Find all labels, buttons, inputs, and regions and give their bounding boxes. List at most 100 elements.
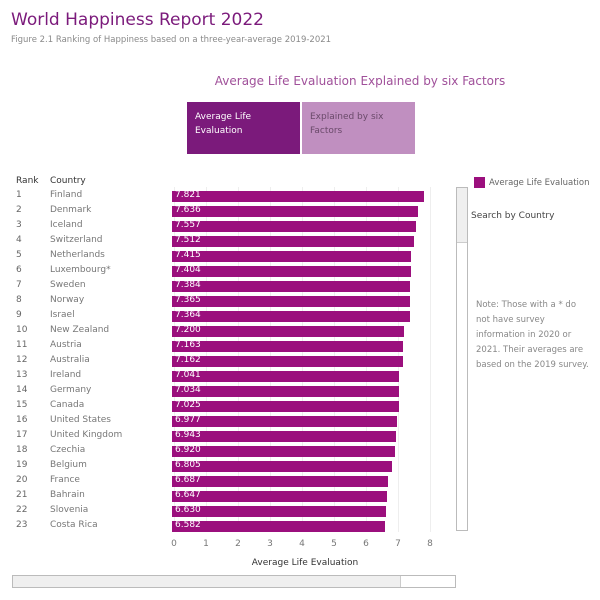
x-tick-label: 1 — [203, 539, 209, 549]
country-cell: Bahrain — [50, 490, 85, 500]
bar — [172, 251, 412, 262]
country-cell: Norway — [50, 295, 85, 305]
tab-average-life-evaluation[interactable]: Average Life Evaluation — [187, 102, 300, 154]
horizontal-scroll-thumb[interactable] — [13, 576, 401, 587]
bar — [172, 191, 425, 202]
bar — [172, 236, 415, 247]
rank-cell: 4 — [16, 235, 22, 245]
chart-title: Average Life Evaluation Explained by six… — [214, 74, 506, 88]
rank-cell: 6 — [16, 265, 22, 275]
bar — [172, 221, 416, 232]
country-cell: Finland — [50, 190, 83, 200]
bar — [172, 281, 411, 292]
page-title: World Happiness Report 2022 — [11, 10, 264, 30]
bar — [172, 266, 411, 277]
x-axis-label: Average Life Evaluation — [251, 558, 359, 568]
bar-value-label: 7.365 — [175, 295, 201, 305]
bar — [172, 506, 387, 517]
country-cell: United States — [50, 415, 111, 425]
country-cell: Netherlands — [50, 250, 105, 260]
bar-value-label: 7.557 — [175, 220, 201, 230]
tab-explained-by-six-factors[interactable]: Explained by six Factors — [302, 102, 415, 154]
bar — [172, 476, 388, 487]
country-cell: Austria — [50, 340, 82, 350]
country-cell: New Zealand — [50, 325, 110, 335]
horizontal-scrollbar[interactable] — [12, 575, 456, 588]
rank-cell: 20 — [16, 475, 28, 485]
rank-cell: 15 — [16, 400, 28, 410]
bar-value-label: 6.805 — [175, 460, 201, 470]
rank-cell: 9 — [16, 310, 22, 320]
bar-value-label: 7.162 — [175, 355, 201, 365]
rank-cell: 3 — [16, 220, 22, 230]
bar — [172, 386, 400, 397]
search-by-country-label[interactable]: Search by Country — [471, 211, 555, 221]
bar — [172, 341, 404, 352]
bar-value-label: 7.200 — [175, 325, 201, 335]
bar-value-label: 6.977 — [175, 415, 201, 425]
rank-cell: 1 — [16, 190, 22, 200]
vertical-scroll-thumb[interactable] — [457, 188, 467, 243]
bar-value-label: 7.364 — [175, 310, 201, 320]
bar — [172, 431, 397, 442]
bar-value-label: 6.687 — [175, 475, 201, 485]
country-cell: Ireland — [50, 370, 82, 380]
bar — [172, 401, 399, 412]
bar-value-label: 6.647 — [175, 490, 201, 500]
bar — [172, 326, 405, 337]
x-tick-label: 6 — [363, 539, 369, 549]
bar — [172, 311, 410, 322]
country-cell: Slovenia — [50, 505, 89, 515]
x-tick-label: 5 — [331, 539, 337, 549]
x-tick-label: 3 — [267, 539, 273, 549]
rank-cell: 14 — [16, 385, 28, 395]
bar-value-label: 7.034 — [175, 385, 201, 395]
rank-cell: 7 — [16, 280, 22, 290]
bar-value-label: 7.163 — [175, 340, 201, 350]
bar — [172, 446, 396, 457]
x-tick-label: 2 — [235, 539, 241, 549]
bar-value-label: 7.404 — [175, 265, 201, 275]
vertical-scrollbar[interactable] — [456, 187, 468, 531]
x-tick-label: 7 — [395, 539, 401, 549]
x-tick-label: 0 — [171, 539, 177, 549]
rank-header: Rank — [16, 176, 39, 186]
bar-value-label: 6.943 — [175, 430, 201, 440]
rank-cell: 10 — [16, 325, 28, 335]
country-cell: Costa Rica — [50, 520, 98, 530]
country-cell: Australia — [50, 355, 90, 365]
rank-cell: 21 — [16, 490, 28, 500]
bar — [172, 206, 419, 217]
country-cell: Luxembourg* — [50, 265, 111, 275]
bar — [172, 371, 400, 382]
country-cell: Belgium — [50, 460, 87, 470]
legend-label: Average Life Evaluation — [489, 178, 590, 188]
country-cell: Canada — [50, 400, 85, 410]
country-cell: Czechia — [50, 445, 86, 455]
rank-cell: 16 — [16, 415, 28, 425]
bar — [172, 521, 385, 532]
bar-value-label: 7.512 — [175, 235, 201, 245]
bar-value-label: 7.384 — [175, 280, 201, 290]
rank-cell: 2 — [16, 205, 22, 215]
rank-cell: 19 — [16, 460, 28, 470]
rank-cell: 18 — [16, 445, 28, 455]
x-tick-label: 8 — [427, 539, 433, 549]
rank-cell: 8 — [16, 295, 22, 305]
country-cell: France — [50, 475, 80, 485]
bar-value-label: 6.630 — [175, 505, 201, 515]
bar-value-label: 7.636 — [175, 205, 201, 215]
bar-value-label: 7.821 — [175, 190, 201, 200]
bar-value-label: 7.415 — [175, 250, 201, 260]
country-cell: Sweden — [50, 280, 86, 290]
legend-swatch — [474, 177, 485, 188]
rank-cell: 5 — [16, 250, 22, 260]
x-tick-label: 4 — [299, 539, 305, 549]
bar — [172, 356, 404, 367]
country-cell: United Kingdom — [50, 430, 123, 440]
note-text: Note: Those with a * do not have survey … — [476, 300, 589, 370]
country-cell: Germany — [50, 385, 92, 395]
bar — [172, 461, 392, 472]
country-cell: Israel — [50, 310, 75, 320]
rank-cell: 22 — [16, 505, 28, 515]
